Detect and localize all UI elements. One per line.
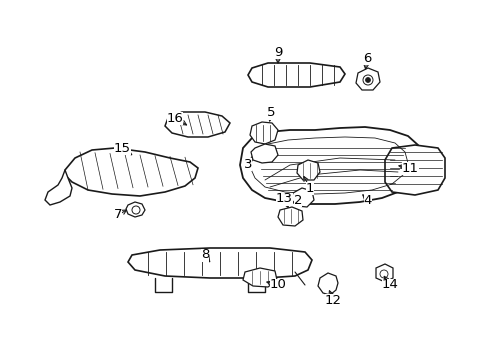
Text: 9: 9 <box>273 45 282 58</box>
Polygon shape <box>45 170 72 205</box>
Polygon shape <box>65 148 198 196</box>
Circle shape <box>365 77 370 82</box>
Circle shape <box>362 75 372 85</box>
Text: 11: 11 <box>401 162 418 175</box>
Polygon shape <box>290 188 313 207</box>
Polygon shape <box>296 160 319 180</box>
Text: 14: 14 <box>381 279 398 292</box>
Text: 10: 10 <box>269 279 286 292</box>
Text: 13: 13 <box>275 193 292 206</box>
Text: 5: 5 <box>266 107 275 120</box>
Polygon shape <box>375 264 392 282</box>
Polygon shape <box>126 202 145 217</box>
Text: 3: 3 <box>243 158 252 171</box>
Polygon shape <box>278 207 303 226</box>
Text: 16: 16 <box>166 112 183 125</box>
Text: 15: 15 <box>113 141 130 154</box>
Text: 4: 4 <box>363 194 371 207</box>
Polygon shape <box>128 248 311 278</box>
Polygon shape <box>355 68 379 90</box>
Polygon shape <box>164 112 229 137</box>
Polygon shape <box>240 127 421 204</box>
Polygon shape <box>384 145 444 195</box>
Text: 12: 12 <box>324 293 341 306</box>
Polygon shape <box>249 122 278 144</box>
Circle shape <box>379 270 387 278</box>
Text: 1: 1 <box>305 181 314 194</box>
Text: 2: 2 <box>293 194 302 207</box>
Text: 7: 7 <box>114 208 122 221</box>
Polygon shape <box>247 63 345 87</box>
Polygon shape <box>317 273 337 295</box>
Text: 6: 6 <box>362 51 370 64</box>
Circle shape <box>132 206 140 214</box>
Polygon shape <box>250 144 278 163</box>
Text: 8: 8 <box>201 248 209 261</box>
Polygon shape <box>243 268 276 287</box>
